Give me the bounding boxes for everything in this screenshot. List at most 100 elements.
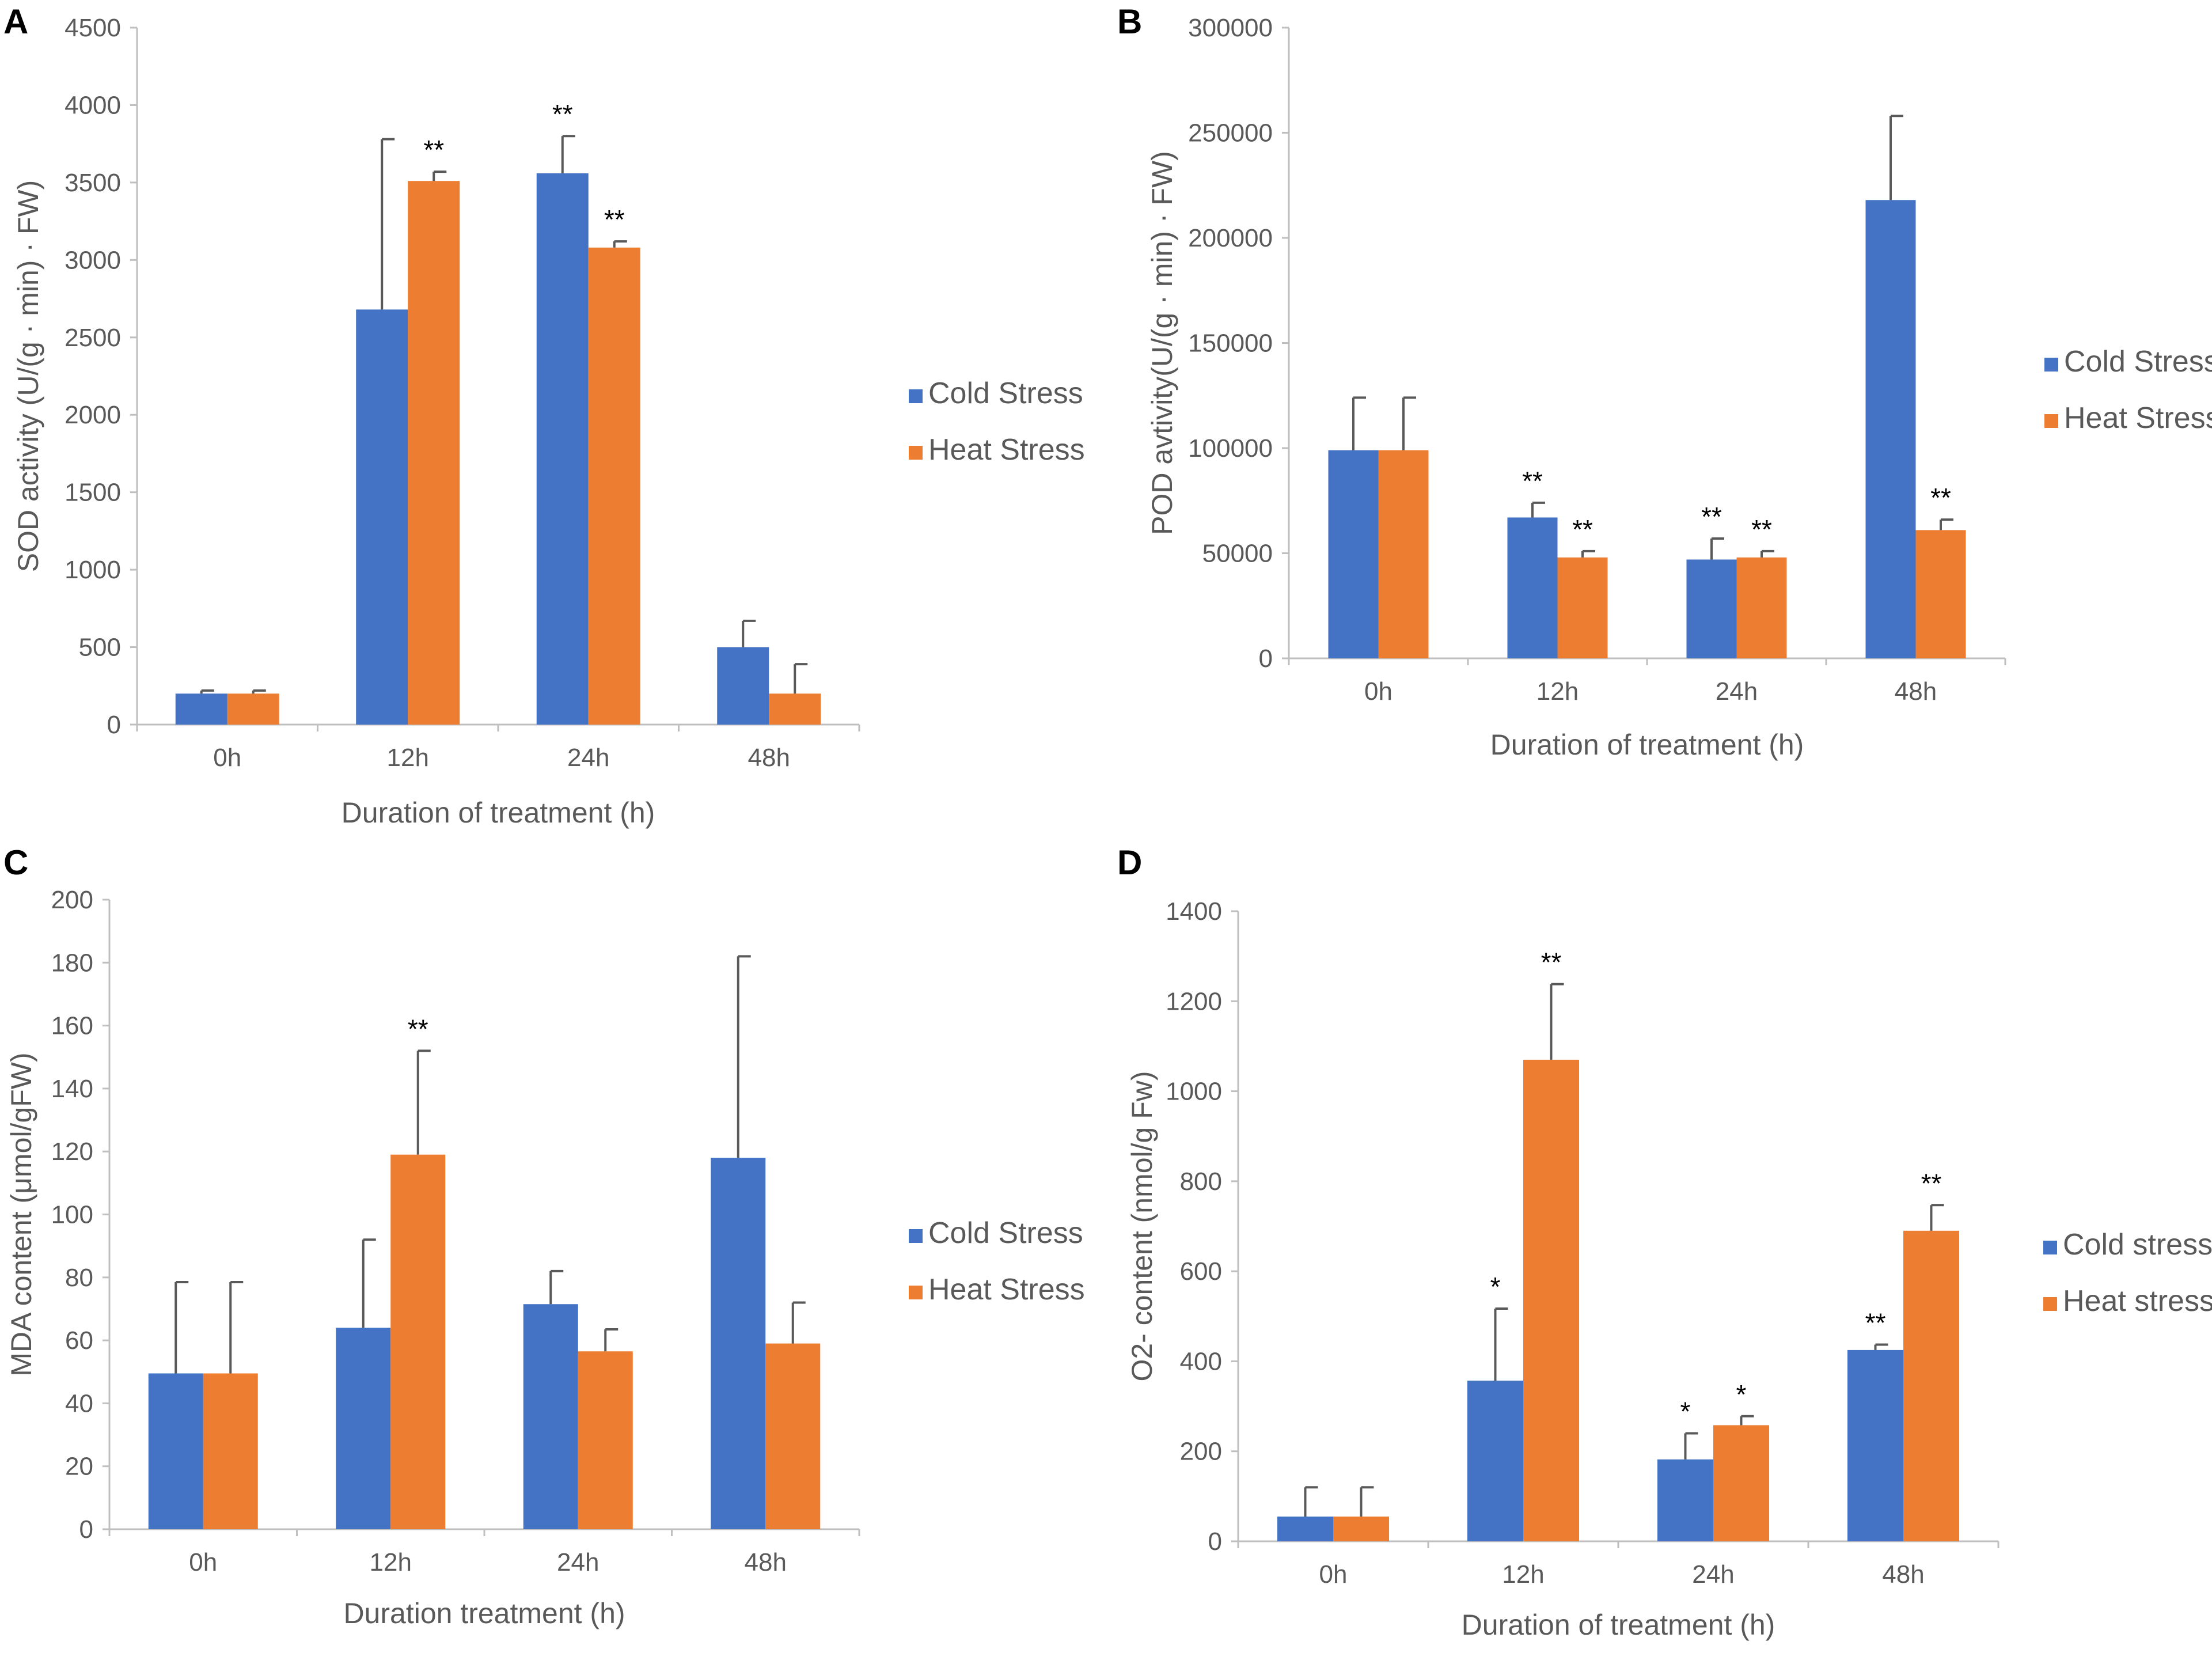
x-tick-label: 0h bbox=[1319, 1560, 1348, 1589]
x-axis-title: Duration treatment (h) bbox=[343, 1597, 625, 1629]
y-tick-label: 250000 bbox=[1188, 119, 1273, 147]
y-tick-label: 50000 bbox=[1202, 540, 1273, 568]
legend-swatch-cold bbox=[2044, 358, 2058, 372]
y-tick-label: 500 bbox=[79, 634, 121, 662]
legend-label-heat: Heat Stress bbox=[2064, 401, 2212, 435]
bar-heat-48h bbox=[765, 1343, 821, 1529]
y-tick-label: 200000 bbox=[1188, 224, 1273, 252]
y-tick-label: 180 bbox=[51, 949, 93, 977]
legend-swatch-heat bbox=[909, 446, 923, 460]
y-tick-label: 0 bbox=[79, 1515, 93, 1544]
y-tick-label: 0 bbox=[107, 711, 121, 739]
legend-label-heat: Heat stress bbox=[2063, 1284, 2212, 1318]
bar-heat-12h bbox=[1557, 557, 1608, 658]
significance-marker: ** bbox=[423, 135, 444, 165]
y-tick-label: 300000 bbox=[1188, 14, 1273, 42]
bar-heat-48h bbox=[769, 693, 821, 725]
y-tick-label: 2000 bbox=[64, 401, 121, 429]
legend-swatch-heat bbox=[2044, 414, 2058, 428]
bar-heat-12h bbox=[408, 181, 460, 725]
bar-cold-48h bbox=[717, 647, 769, 725]
y-tick-label: 100000 bbox=[1188, 434, 1273, 463]
legend-label-cold: Cold Stress bbox=[2064, 345, 2212, 378]
y-tick-label: 40 bbox=[65, 1389, 93, 1417]
y-tick-label: 160 bbox=[51, 1012, 93, 1040]
y-tick-label: 200 bbox=[51, 886, 93, 914]
x-axis-title: Duration of treatment (h) bbox=[342, 797, 655, 829]
bar-cold-24h bbox=[1657, 1459, 1713, 1541]
y-axis-title: MDA content (μmol/gFW) bbox=[5, 1052, 37, 1376]
bar-cold-48h bbox=[1865, 200, 1916, 658]
legend-label-heat: Heat Stress bbox=[928, 433, 1085, 467]
y-tick-label: 80 bbox=[65, 1264, 93, 1292]
y-tick-label: 1500 bbox=[64, 479, 121, 507]
legend-label-cold: Cold Stress bbox=[928, 377, 1083, 410]
bar-heat-24h bbox=[588, 247, 640, 725]
legend-swatch-heat bbox=[909, 1286, 923, 1299]
bar-heat-48h bbox=[1915, 530, 1966, 658]
significance-marker: ** bbox=[1921, 1168, 1942, 1198]
legend-label-cold: Cold stress bbox=[2063, 1228, 2212, 1261]
legend-label-heat: Heat Stress bbox=[928, 1273, 1085, 1306]
x-tick-label: 48h bbox=[748, 744, 790, 772]
bar-cold-24h bbox=[536, 173, 589, 725]
y-tick-label: 60 bbox=[65, 1326, 93, 1355]
y-tick-label: 3000 bbox=[64, 246, 121, 274]
y-tick-label: 2500 bbox=[64, 324, 121, 352]
y-tick-label: 4000 bbox=[64, 91, 121, 119]
bar-cold-48h bbox=[1847, 1350, 1903, 1541]
y-tick-label: 0 bbox=[1259, 645, 1273, 673]
plot-area: 0 20 40 60 80 100 120 140 160 180 200 0h 12h ** 24h 48h bbox=[51, 886, 860, 1576]
legend: Cold Stress Heat Stress bbox=[909, 377, 1085, 467]
chart-panel-c: C Duration treatment (h) MDA content (μm… bbox=[3, 843, 1085, 1629]
significance-marker: * bbox=[1680, 1396, 1691, 1426]
bar-heat-12h bbox=[390, 1154, 446, 1529]
bar-cold-12h bbox=[1507, 517, 1558, 658]
legend-swatch-cold bbox=[909, 389, 923, 403]
significance-marker: ** bbox=[1522, 466, 1543, 496]
significance-marker: ** bbox=[408, 1014, 428, 1044]
bar-cold-12h bbox=[336, 1328, 391, 1529]
significance-marker: * bbox=[1490, 1272, 1501, 1302]
significance-marker: ** bbox=[1701, 502, 1722, 532]
x-tick-label: 24h bbox=[1716, 677, 1758, 706]
y-tick-label: 600 bbox=[1180, 1257, 1222, 1286]
panel-letter-d: D bbox=[1117, 843, 1142, 882]
y-tick-label: 0 bbox=[1208, 1527, 1222, 1556]
bar-cold-0h bbox=[148, 1373, 203, 1529]
significance-marker: * bbox=[1736, 1379, 1747, 1409]
significance-marker: ** bbox=[552, 99, 573, 129]
bar-heat-0h bbox=[227, 693, 279, 725]
legend-swatch-heat bbox=[2043, 1297, 2057, 1311]
y-tick-label: 20 bbox=[65, 1453, 93, 1481]
bar-heat-24h bbox=[1736, 557, 1787, 658]
panel-letter-b: B bbox=[1117, 2, 1142, 41]
legend: Cold Stress Heat Stress bbox=[2044, 345, 2212, 435]
legend: Cold Stress Heat Stress bbox=[909, 1216, 1085, 1306]
y-axis-title: POD avtivity(U/(g · min) · FW) bbox=[1146, 151, 1178, 535]
bar-heat-0h bbox=[1333, 1517, 1389, 1541]
bar-cold-12h bbox=[1467, 1381, 1523, 1541]
chart-panel-d: D Duration of treatment (h) O2- content … bbox=[1117, 843, 2212, 1641]
x-tick-label: 48h bbox=[1882, 1560, 1924, 1589]
plot-area: 0 500 1000 1500 2000 2500 3000 3500 4000 4500 0h 12… bbox=[64, 14, 860, 772]
bar-cold-24h bbox=[1686, 559, 1737, 658]
x-tick-label: 48h bbox=[1895, 677, 1937, 706]
y-tick-label: 1000 bbox=[64, 556, 121, 584]
x-tick-label: 0h bbox=[213, 744, 241, 772]
bar-cold-0h bbox=[1328, 450, 1379, 658]
bar-heat-0h bbox=[203, 1373, 258, 1529]
bar-heat-24h bbox=[1713, 1425, 1769, 1541]
plot-area: 0 50000 100000 150000 200000 250000 300000 0h 12… bbox=[1188, 14, 2006, 706]
panel-letter-a: A bbox=[3, 2, 28, 41]
x-tick-label: 0h bbox=[1364, 677, 1393, 706]
x-tick-label: 12h bbox=[370, 1548, 412, 1576]
bar-heat-24h bbox=[578, 1351, 633, 1529]
significance-marker: ** bbox=[1865, 1308, 1886, 1338]
y-tick-label: 4500 bbox=[64, 14, 121, 42]
significance-marker: ** bbox=[1572, 514, 1593, 544]
y-tick-label: 400 bbox=[1180, 1347, 1222, 1375]
chart-panel-b: B Duration of treatment (h) POD avtivity… bbox=[1117, 2, 2212, 761]
legend-label-cold: Cold Stress bbox=[928, 1216, 1083, 1250]
